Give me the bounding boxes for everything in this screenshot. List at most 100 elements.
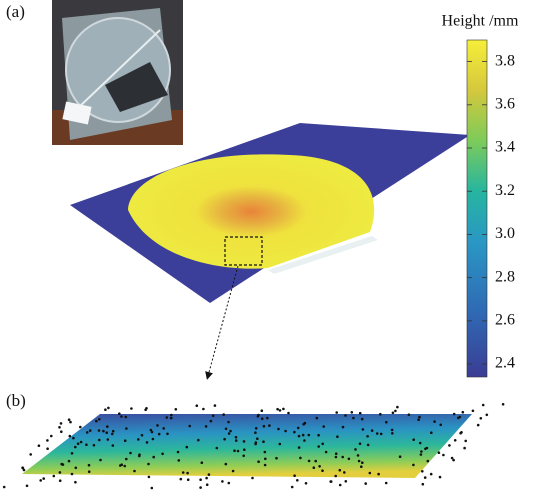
point	[106, 425, 109, 428]
point	[243, 448, 246, 451]
point	[430, 473, 433, 476]
point	[352, 417, 355, 420]
point	[266, 417, 269, 420]
point	[93, 444, 96, 447]
point	[308, 434, 311, 437]
point	[237, 450, 240, 453]
point	[216, 447, 219, 450]
point	[227, 421, 230, 424]
point	[354, 448, 357, 451]
point	[112, 444, 115, 447]
point	[130, 407, 133, 410]
point	[385, 421, 388, 424]
point	[334, 475, 337, 478]
point	[104, 408, 107, 411]
point	[293, 431, 296, 434]
point	[79, 426, 82, 429]
point	[210, 420, 213, 423]
point	[480, 417, 483, 420]
point	[112, 430, 115, 433]
point	[137, 438, 140, 441]
zoomed-surface	[3, 403, 505, 489]
point	[251, 477, 254, 480]
point	[74, 446, 77, 449]
point	[303, 439, 306, 442]
point	[58, 426, 61, 429]
point	[158, 433, 161, 436]
tick-label: 3.0	[495, 225, 515, 242]
point	[417, 418, 420, 421]
tick-label: 3.4	[495, 139, 515, 156]
point	[282, 408, 285, 411]
point	[482, 404, 485, 407]
point	[123, 465, 126, 468]
point	[69, 435, 72, 438]
point	[124, 439, 127, 442]
point	[221, 480, 224, 483]
point	[105, 431, 108, 434]
point	[421, 470, 424, 473]
point	[391, 429, 394, 432]
point	[161, 453, 164, 456]
point	[412, 464, 415, 467]
point	[448, 444, 451, 447]
point	[205, 425, 208, 428]
point	[201, 461, 204, 464]
point	[243, 440, 246, 443]
point	[264, 464, 267, 467]
point	[376, 432, 379, 435]
point	[345, 480, 348, 483]
point	[464, 440, 467, 443]
point	[369, 472, 372, 475]
point	[291, 486, 294, 489]
point	[196, 404, 199, 407]
point	[225, 463, 228, 466]
point	[175, 408, 178, 411]
point	[125, 416, 128, 419]
point	[348, 458, 351, 461]
point	[391, 432, 394, 435]
point	[257, 460, 260, 463]
point	[277, 428, 280, 431]
point	[279, 409, 282, 412]
point	[361, 461, 364, 464]
point	[420, 450, 423, 453]
point	[111, 433, 114, 436]
point	[364, 482, 367, 485]
point	[343, 471, 346, 474]
point	[120, 415, 123, 418]
point	[199, 478, 202, 481]
point	[180, 478, 183, 481]
point	[297, 427, 300, 430]
point	[235, 439, 238, 442]
point	[261, 417, 264, 420]
point	[46, 447, 49, 450]
point	[380, 433, 383, 436]
point	[150, 429, 153, 432]
point	[148, 476, 151, 479]
point	[235, 436, 238, 439]
point	[60, 430, 63, 433]
point	[222, 413, 225, 416]
point	[275, 457, 278, 460]
point	[276, 408, 279, 411]
point	[408, 413, 411, 416]
colorbar	[467, 40, 487, 377]
point	[477, 424, 480, 427]
point	[46, 439, 49, 442]
tick-label: 2.8	[495, 268, 515, 285]
point	[202, 408, 205, 411]
point	[254, 431, 257, 434]
point	[362, 428, 365, 431]
point	[156, 424, 159, 427]
point	[379, 413, 382, 416]
point	[287, 412, 290, 415]
point	[317, 445, 320, 448]
point	[439, 476, 442, 479]
point	[228, 432, 231, 435]
point	[377, 473, 380, 476]
point	[85, 443, 88, 446]
point	[264, 451, 267, 454]
point	[199, 486, 202, 489]
point	[318, 465, 321, 468]
